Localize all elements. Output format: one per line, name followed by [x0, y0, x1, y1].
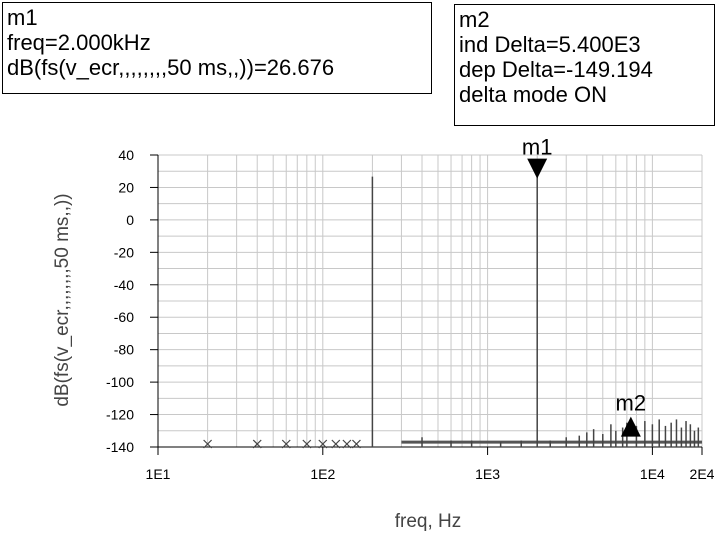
y-tick-label: 20 [118, 179, 134, 195]
y-tick-label: -40 [114, 277, 134, 293]
y-tick-label: -80 [114, 342, 134, 358]
marker-m2-mode: delta mode ON [459, 82, 607, 107]
x-tick-label: 1E2 [310, 466, 335, 482]
marker-triangle [620, 416, 641, 437]
marker-m1-readout: m1 freq=2.000kHz dB(fs(v_ecr,,,,,,,,50 m… [2, 2, 432, 94]
y-tick-label: 0 [126, 212, 134, 228]
floor-x-mark [331, 439, 341, 449]
y-tick-label: -100 [106, 374, 134, 390]
marker-m1-value: dB(fs(v_ecr,,,,,,,,50 ms,,))=26.676 [7, 55, 335, 80]
y-axis-label: dB(fs(v_ecr,,,,,,,,50 ms,,)) [52, 193, 73, 406]
marker-label: m1 [522, 135, 553, 160]
marker-label: m2 [616, 391, 647, 416]
x-tick-label: 1E3 [475, 466, 500, 482]
x-tick-label: 1E4 [640, 466, 665, 482]
y-tick-label: -20 [114, 244, 134, 260]
marker-m2-name: m2 [459, 7, 490, 32]
marker-m1-freq: freq=2.000kHz [7, 30, 151, 55]
marker-triangle [527, 158, 548, 179]
spectral-lines [203, 176, 702, 449]
floor-x-mark [203, 439, 213, 449]
y-tick-label: -140 [106, 439, 134, 455]
grid [157, 154, 703, 448]
x-axis-label: freq, Hz [395, 511, 462, 532]
y-tick-label: 40 [118, 147, 134, 163]
floor-x-mark [318, 439, 328, 449]
floor-x-mark [302, 439, 312, 449]
marker-m2-ind-delta: ind Delta=5.400E3 [459, 32, 641, 57]
floor-x-mark [252, 439, 262, 449]
x-tick-label: 2E4 [690, 466, 715, 482]
floor-x-mark [342, 439, 352, 449]
y-tick-label: -60 [114, 309, 134, 325]
tick-labels: 40 20 0 -20 -40 -60 -80 -100 -120 -140 1E1 1E2 1E3 1E… [106, 147, 715, 482]
marker-m1-name: m1 [7, 5, 38, 30]
y-tick-label: -120 [106, 407, 134, 423]
floor-x-mark [352, 439, 361, 449]
marker-m2-readout: m2 ind Delta=5.400E3 dep Delta=-149.194 … [454, 4, 715, 126]
floor-x-mark [281, 439, 291, 449]
marker-m2-dep-delta: dep Delta=-149.194 [459, 57, 653, 82]
x-tick-label: 1E1 [146, 466, 171, 482]
chart-markers: m1 m2 [522, 135, 646, 437]
